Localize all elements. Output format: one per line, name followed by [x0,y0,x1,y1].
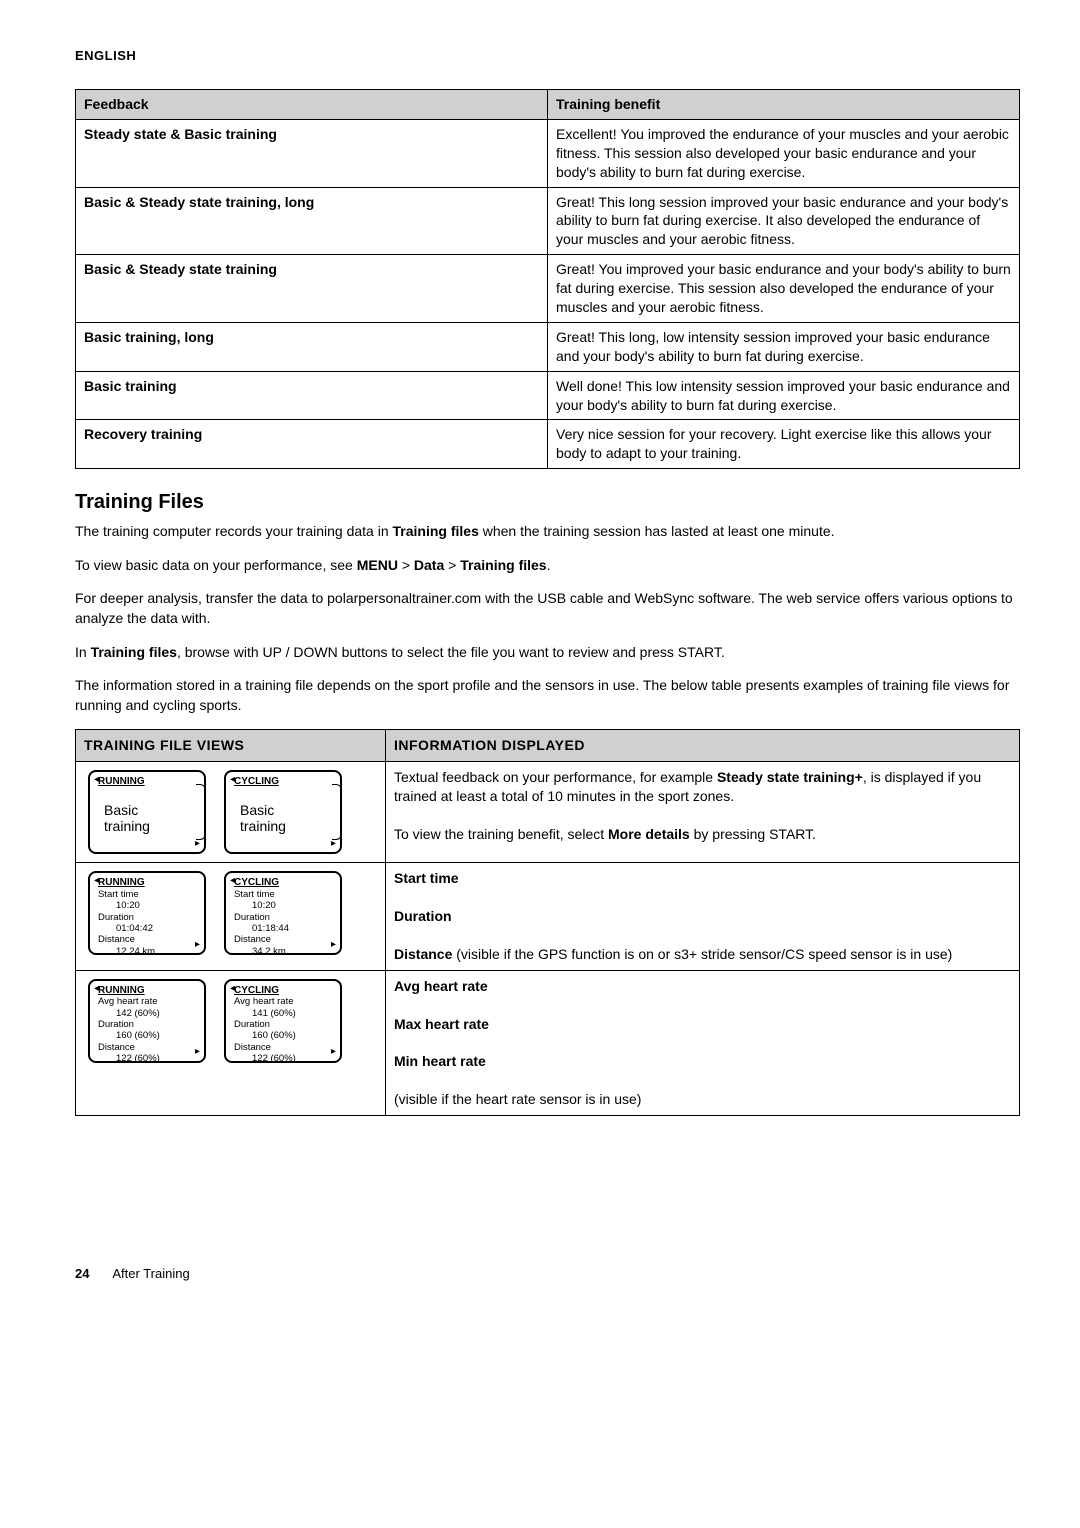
views-thumbs: RUNNING Basictraining CYCLING Basictrain… [76,762,386,863]
paragraph-1: The training computer records your train… [75,522,1020,542]
feedback-text: Great! This long, low intensity session … [548,322,1020,371]
paragraph-2: To view basic data on your performance, … [75,556,1020,576]
footer: 24 After Training [75,1266,1020,1281]
watch-running: RUNNING Avg heart rate142 (60%) Duration… [88,979,206,1063]
views-info: Start time Duration Distance (visible if… [386,863,1020,970]
watch-cycling: CYCLING Start time10:20 Duration01:18:44… [224,871,342,955]
watch-running: RUNNING Start time10:20 Duration01:04:42… [88,871,206,955]
paragraph-5: The information stored in a training fil… [75,676,1020,715]
watch-running: RUNNING Basictraining [88,770,206,854]
views-header-right: INFORMATION DISPLAYED [386,730,1020,762]
views-thumbs: RUNNING Start time10:20 Duration01:04:42… [76,863,386,970]
feedback-text: Very nice session for your recovery. Lig… [548,420,1020,469]
feedback-table: Feedback Training benefit Steady state &… [75,89,1020,469]
footer-title: After Training [112,1266,189,1281]
views-thumbs: RUNNING Avg heart rate142 (60%) Duration… [76,970,386,1115]
feedback-header-right: Training benefit [548,90,1020,120]
language-header: ENGLISH [75,48,1020,63]
watch-cycling: CYCLING Avg heart rate141 (60%) Duration… [224,979,342,1063]
feedback-label: Recovery training [76,420,548,469]
feedback-text: Excellent! You improved the endurance of… [548,119,1020,187]
page-number: 24 [75,1266,89,1281]
feedback-label: Basic training, long [76,322,548,371]
feedback-label: Basic & Steady state training, long [76,187,548,255]
feedback-header-left: Feedback [76,90,548,120]
views-table: TRAINING FILE VIEWS INFORMATION DISPLAYE… [75,729,1020,1116]
views-info: Avg heart rate Max heart rate Min heart … [386,970,1020,1115]
views-header-left: TRAINING FILE VIEWS [76,730,386,762]
feedback-label: Steady state & Basic training [76,119,548,187]
feedback-text: Great! This long session improved your b… [548,187,1020,255]
views-info: Textual feedback on your performance, fo… [386,762,1020,863]
section-title: Training Files [75,491,1020,514]
feedback-label: Basic training [76,371,548,420]
feedback-text: Great! You improved your basic endurance… [548,255,1020,323]
watch-cycling: CYCLING Basictraining [224,770,342,854]
paragraph-3: For deeper analysis, transfer the data t… [75,589,1020,628]
paragraph-4: In Training files, browse with UP / DOWN… [75,643,1020,663]
feedback-label: Basic & Steady state training [76,255,548,323]
feedback-text: Well done! This low intensity session im… [548,371,1020,420]
